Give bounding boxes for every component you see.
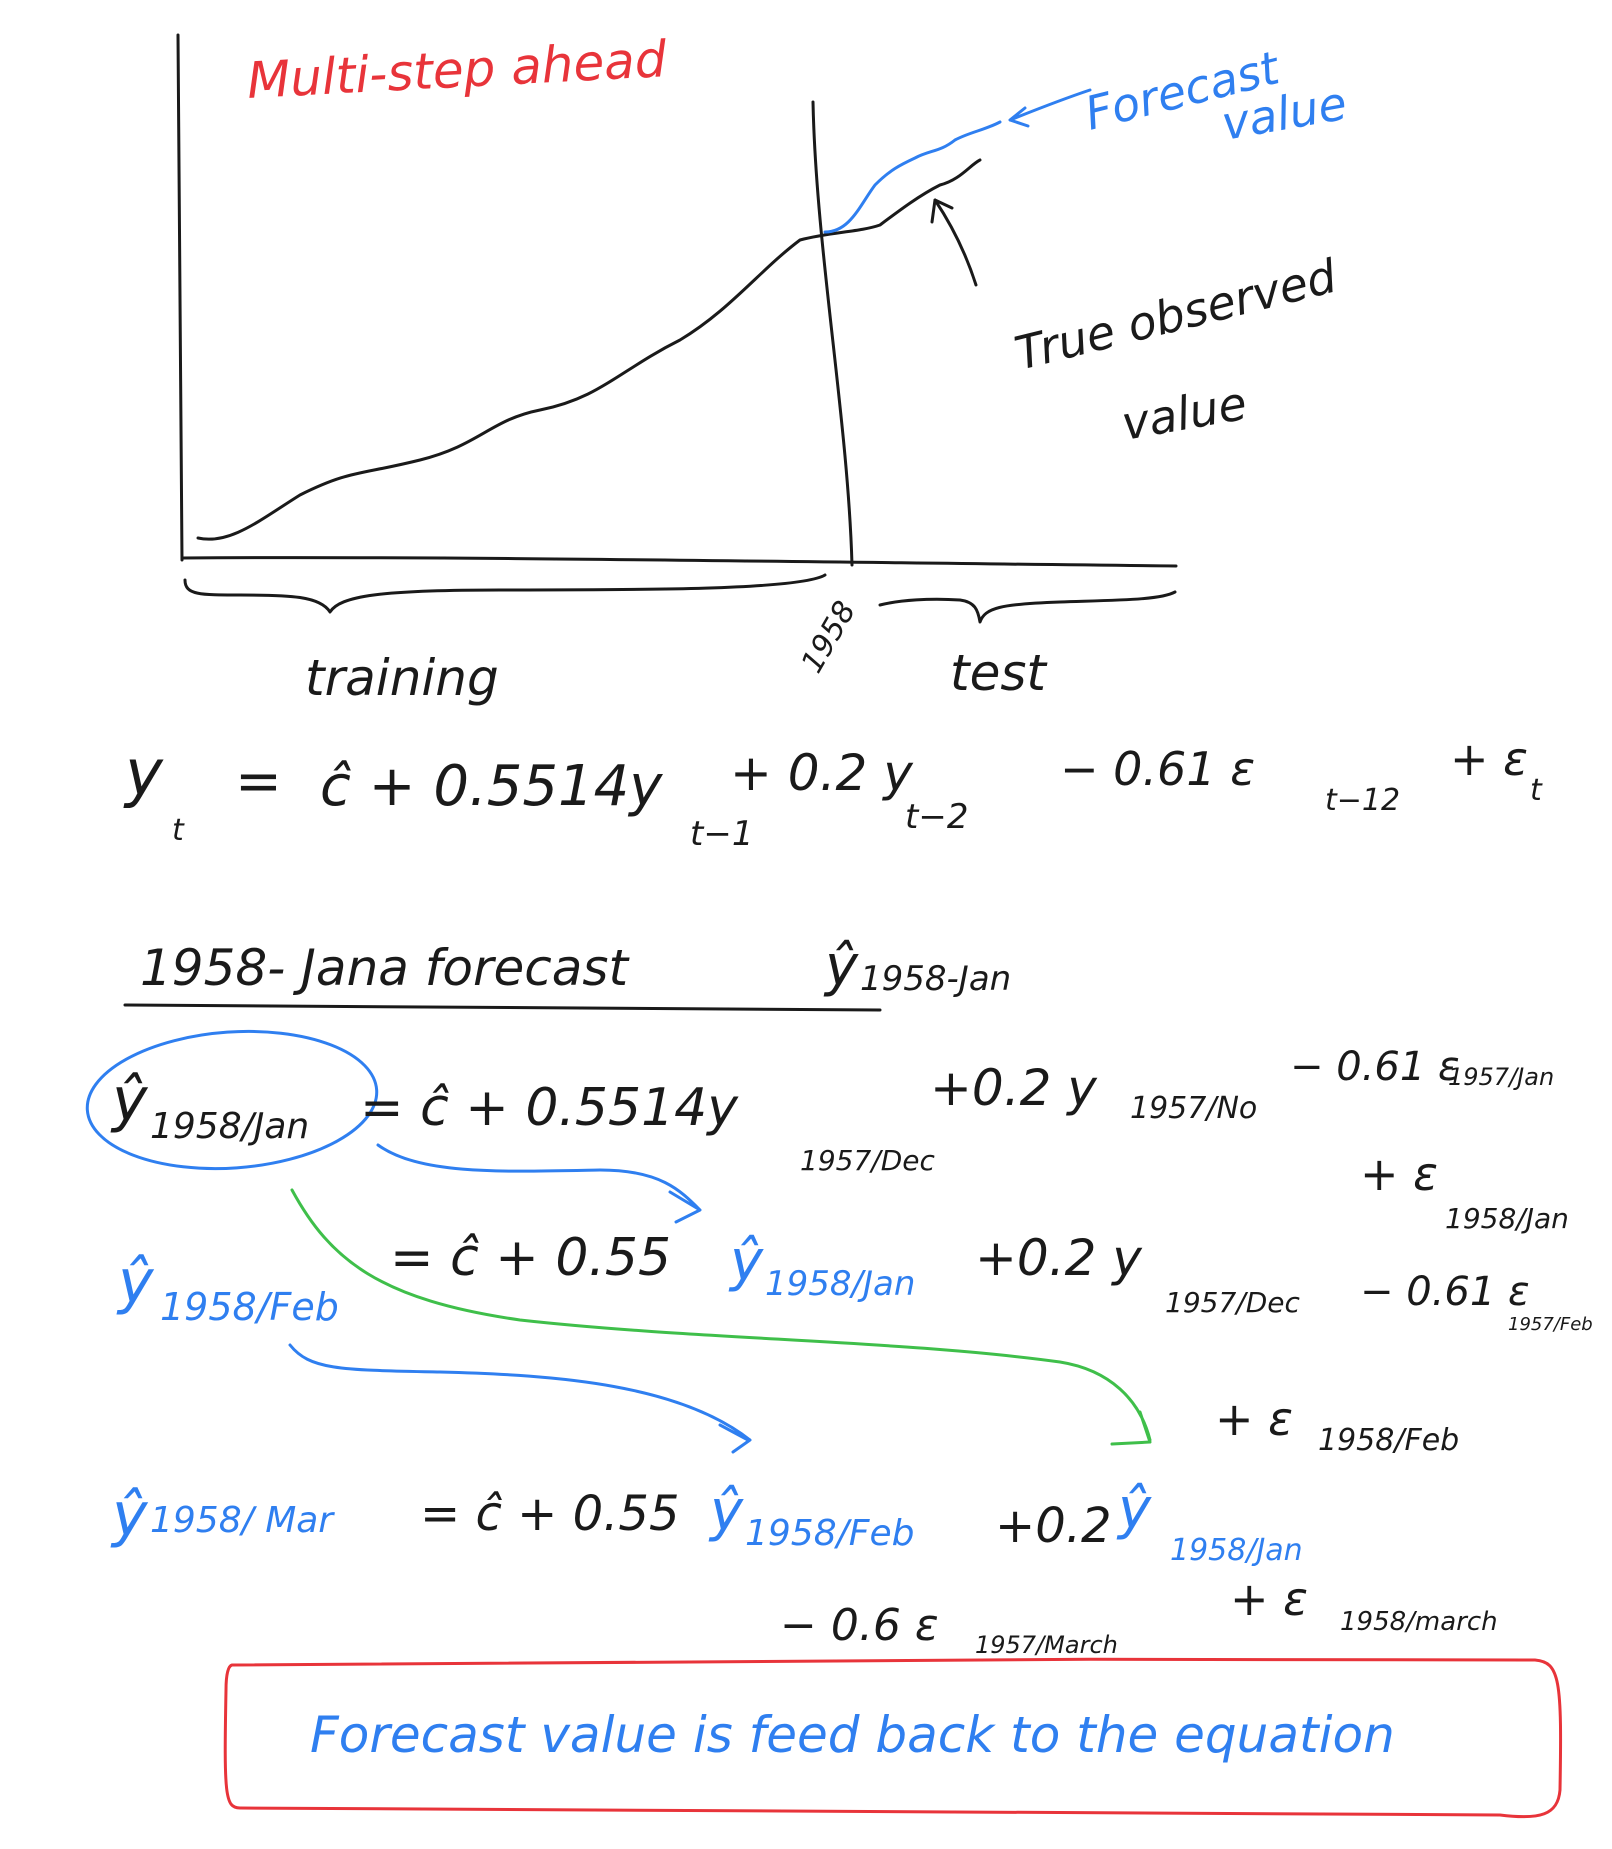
model-sub1: t−1	[690, 814, 753, 854]
mar-rhs-b-yhat: ŷ	[1116, 1477, 1152, 1542]
note-text: Forecast value is feed back to the equat…	[310, 1706, 1395, 1764]
feb-rhs-a: = ĉ + 0.55	[390, 1228, 671, 1288]
feb-rhs-d: + ε	[1215, 1392, 1293, 1446]
forecast-arrow	[1008, 88, 1092, 128]
jan-lhs: ŷ	[110, 1065, 149, 1135]
true-observed-label-line2: value	[1118, 376, 1251, 451]
jan-rhs-b: +0.2 y	[930, 1059, 1098, 1117]
mar-rhs-d-sub: 1958/march	[1340, 1607, 1498, 1637]
test-brace	[878, 590, 1177, 624]
note-box-border	[223, 1657, 1563, 1819]
model-term3: − 0.61 ε	[1060, 742, 1255, 796]
model-lhs: y	[123, 737, 164, 811]
y-axis	[176, 33, 184, 562]
mar-rhs-b: +0.2	[995, 1498, 1112, 1554]
mar-rhs-a: = ĉ + 0.55	[420, 1486, 679, 1542]
mar-rhs-b-sub: 1958/Jan	[1170, 1533, 1303, 1568]
true-observed-curve	[196, 158, 982, 541]
jan-lhs-circle	[85, 1029, 379, 1171]
true-value-arrow	[930, 198, 978, 287]
feb-equation: ŷ 1958/Feb = ĉ + 0.55 ŷ 1958/Jan +0.2 y …	[116, 1228, 1593, 1458]
model-sub4: t	[1530, 773, 1543, 808]
feb-lhs-sub: 1958/Feb	[160, 1285, 339, 1329]
jan-lhs-sub: 1958/Jan	[150, 1106, 309, 1147]
forecast-curve	[823, 120, 1002, 234]
chart-title: Multi-step ahead	[246, 30, 668, 110]
feb-rhs-c-sub: 1957/Feb	[1508, 1314, 1593, 1335]
mar-rhs-a-yhat: ŷ	[708, 1479, 744, 1544]
feb-to-mar-arrow	[288, 1343, 752, 1454]
model-lhs-sub: t	[172, 813, 185, 848]
split-year-label: 1958	[795, 595, 863, 679]
feb-rhs-b-sub: 1957/Dec	[1165, 1286, 1300, 1319]
feb-lhs: ŷ	[116, 1247, 155, 1317]
training-brace	[183, 573, 827, 614]
heading-underline	[123, 1003, 882, 1012]
jan-rhs-a: = ĉ + 0.5514y	[360, 1078, 739, 1138]
feedback-arrows	[288, 1143, 1152, 1454]
note-box: Forecast value is feed back to the equat…	[223, 1657, 1563, 1819]
jan-rhs-d-sub: 1958/Jan	[1445, 1202, 1569, 1235]
heading-text: 1958- Jana forecast	[140, 939, 630, 997]
jan-to-feb-arrow	[376, 1143, 702, 1224]
true-observed-label-line1: True observed	[1010, 249, 1343, 381]
model-sub3: t−12	[1325, 783, 1400, 818]
feb-rhs-c: − 0.61 ε	[1360, 1269, 1530, 1315]
mar-lhs: ŷ	[110, 1480, 149, 1550]
forecast-heading: 1958- Jana forecast ŷ 1958-Jan	[123, 934, 1011, 1012]
jan-equation: ŷ 1958/Jan = ĉ + 0.5514y 1957/Dec +0.2 y…	[85, 1029, 1569, 1235]
mar-rhs-c-sub: 1957/March	[975, 1631, 1118, 1659]
heading-yhat-sub: 1958-Jan	[860, 959, 1011, 999]
mar-lhs-sub: 1958/ Mar	[150, 1500, 335, 1541]
model-sub2: t−2	[905, 797, 968, 837]
model-equation: y t = ĉ + 0.5514y t−1 + 0.2 y t−2 − 0.61…	[123, 732, 1543, 854]
model-term2: + 0.2 y	[730, 744, 914, 802]
mar-rhs-d: + ε	[1230, 1572, 1308, 1626]
mar-rhs-c: − 0.6 ε	[780, 1600, 939, 1651]
feb-rhs-a-yhat: ŷ	[728, 1229, 764, 1294]
model-term1: ĉ + 0.5514y	[320, 754, 663, 819]
model-term4: + ε	[1450, 732, 1528, 786]
model-equals: =	[235, 749, 282, 814]
jan-rhs-b-sub: 1957/No	[1130, 1091, 1257, 1126]
heading-yhat: ŷ	[823, 934, 859, 999]
jan-to-mar-arrow	[290, 1188, 1152, 1446]
jan-rhs-a-sub: 1957/Dec	[800, 1144, 935, 1177]
jan-rhs-d: + ε	[1360, 1147, 1438, 1201]
mar-equation: ŷ 1958/ Mar = ĉ + 0.55 ŷ 1958/Feb +0.2 ŷ…	[110, 1477, 1498, 1659]
jan-rhs-c-sub: 1957/Jan	[1448, 1063, 1554, 1091]
split-line	[811, 100, 854, 567]
feb-rhs-a-sub: 1958/Jan	[765, 1264, 915, 1304]
mar-rhs-a-sub: 1958/Feb	[745, 1513, 914, 1554]
training-label: training	[305, 649, 499, 707]
feb-rhs-b: +0.2 y	[975, 1229, 1143, 1287]
forecast-chart	[176, 33, 1178, 624]
x-axis	[180, 556, 1178, 568]
test-label: test	[950, 644, 1048, 702]
feb-rhs-d-sub: 1958/Feb	[1318, 1423, 1459, 1458]
jan-rhs-c: − 0.61 ε	[1290, 1044, 1460, 1090]
